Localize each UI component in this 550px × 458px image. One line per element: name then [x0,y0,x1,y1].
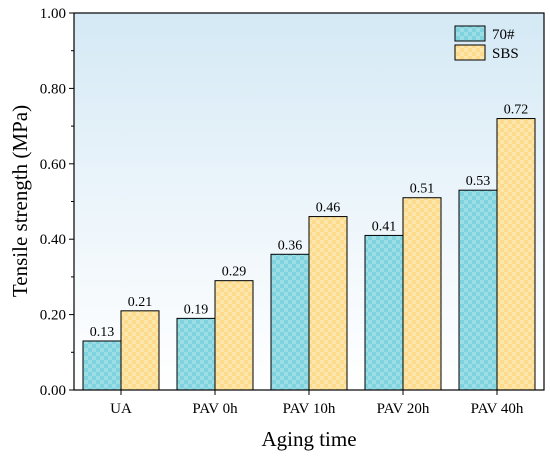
bar-label-70-3: 0.41 [372,219,397,234]
bar-label-sbs-2: 0.46 [316,201,341,216]
x-tick-label: PAV 20h [377,401,430,417]
bar-labels-group: 0.13 0.19 0.36 0.41 0.53 0.21 0.29 0.46 0.51 0.72 [90,103,529,340]
bar-sbs-4 [496,118,536,391]
y-tick-label: 1.00 [40,6,66,22]
y-tick-label: 0.60 [40,157,66,173]
y-axis: 0.00 0.20 0.40 0.60 0.80 1.00 [40,6,74,399]
bar-sbs-0 [120,310,160,391]
bar-sbs-2 [308,216,348,391]
bar-label-sbs-3: 0.51 [410,182,435,197]
legend: 70# SBS [454,25,519,62]
x-axis: UA PAV 0h PAV 10h PAV 20h PAV 40h [110,390,524,417]
x-tick-label: UA [110,401,132,417]
y-tick-label: 0.80 [40,81,66,97]
y-tick-label: 0.00 [40,383,66,399]
bar-70-2 [270,253,310,391]
y-tick-label: 0.20 [40,308,66,324]
x-axis-title: Aging time [261,427,356,451]
bar-label-sbs-4: 0.72 [504,103,529,118]
bar-label-sbs-1: 0.29 [222,265,247,280]
bar-label-70-0: 0.13 [90,325,115,340]
bar-sbs-1 [214,280,254,391]
legend-label-70: 70# [492,27,515,43]
bar-70-0 [82,340,122,391]
bar-sbs-3 [402,197,442,391]
y-tick-label: 0.40 [40,232,66,248]
x-tick-label: PAV 0h [192,401,238,417]
bar-70-3 [364,234,404,391]
legend-label-sbs: SBS [492,46,519,62]
bar-label-70-1: 0.19 [184,302,209,317]
bar-label-sbs-0: 0.21 [128,295,153,310]
y-axis-title: Tensile strength (MPa) [8,105,32,297]
bars-group [82,118,536,391]
bar-label-70-4: 0.53 [466,174,491,189]
x-tick-label: PAV 10h [283,401,336,417]
legend-swatch-sbs [454,44,486,61]
bar-70-4 [458,189,498,391]
bar-70-1 [176,317,216,391]
legend-swatch-70 [454,25,486,42]
bar-label-70-2: 0.36 [278,238,303,253]
x-tick-label: PAV 40h [471,401,524,417]
